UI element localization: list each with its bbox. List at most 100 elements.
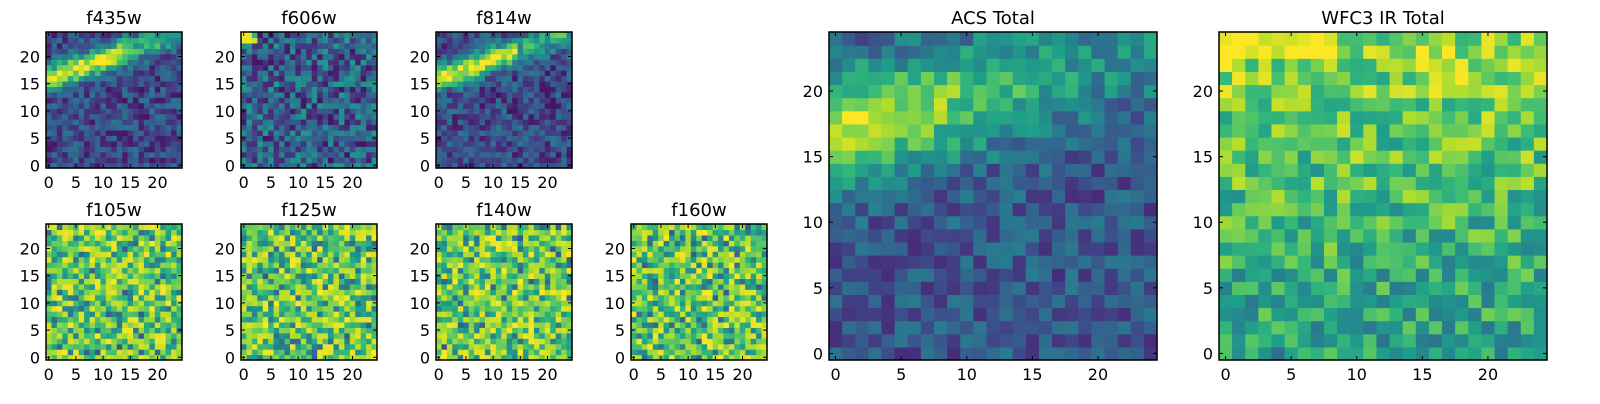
heatmap-cell <box>480 306 486 312</box>
heatmap-cell <box>306 135 312 141</box>
heatmap-cell <box>84 338 90 344</box>
heatmap-cell <box>90 262 96 268</box>
heatmap-cell <box>355 246 361 252</box>
heatmap-cell <box>328 124 334 130</box>
heatmap-cell <box>528 114 534 120</box>
heatmap-cell <box>501 257 507 263</box>
heatmap-cell <box>496 229 502 235</box>
heatmap-cell <box>685 322 691 328</box>
heatmap-cell <box>263 284 269 290</box>
heatmap-cell <box>642 240 648 246</box>
heatmap-cell <box>723 311 729 317</box>
heatmap-cell <box>68 251 74 257</box>
heatmap-cell <box>669 322 675 328</box>
heatmap-cell <box>696 257 702 263</box>
heatmap-cell <box>366 311 372 317</box>
heatmap-cell <box>328 152 334 158</box>
heatmap-cell <box>986 216 1000 230</box>
heatmap-cell <box>106 268 112 274</box>
heatmap-cell <box>166 224 172 230</box>
heatmap-cell <box>252 70 258 76</box>
heatmap-cell <box>295 76 301 82</box>
heatmap-cell <box>51 108 57 114</box>
heatmap-cell <box>111 37 117 43</box>
heatmap-cell <box>745 300 751 306</box>
heatmap-cell <box>512 235 518 241</box>
heatmap-cell <box>312 344 318 350</box>
heatmap-cell <box>100 306 106 312</box>
heatmap-cell <box>295 157 301 163</box>
heatmap-cell <box>664 327 670 333</box>
heatmap-cell <box>111 240 117 246</box>
heatmap-cell <box>474 32 480 38</box>
heatmap-cell <box>636 235 642 241</box>
heatmap-cell <box>469 141 475 147</box>
heatmap-cell <box>333 59 339 65</box>
heatmap-cell <box>501 103 507 109</box>
heatmap-cell <box>62 146 68 152</box>
heatmap-cell <box>263 65 269 71</box>
heatmap-cell <box>68 65 74 71</box>
heatmap-cell <box>518 70 524 76</box>
heatmap-cell <box>485 124 491 130</box>
heatmap-cell <box>751 268 757 274</box>
heatmap-cell <box>534 92 540 98</box>
heatmap-cell <box>122 300 128 306</box>
heatmap-cell <box>263 289 269 295</box>
heatmap-cell <box>539 251 545 257</box>
heatmap-cell <box>241 146 247 152</box>
heatmap-cell <box>57 278 63 284</box>
heatmap-cell <box>441 235 447 241</box>
heatmap-cell <box>469 278 475 284</box>
heatmap-cell <box>106 278 112 284</box>
heatmap-cell <box>947 347 961 361</box>
heatmap-cell <box>895 176 909 190</box>
heatmap-cell <box>117 338 123 344</box>
heatmap-cell <box>501 37 507 43</box>
heatmap-cell <box>312 70 318 76</box>
heatmap-cell <box>496 32 502 38</box>
heatmap-cell <box>339 157 345 163</box>
heatmap-cell <box>528 229 534 235</box>
heatmap-cell <box>490 338 496 344</box>
heatmap-cell <box>355 268 361 274</box>
heatmap-cell <box>1144 321 1158 335</box>
heatmap-cell <box>333 124 339 130</box>
heatmap-cell <box>73 54 79 60</box>
heatmap-cell <box>79 157 85 163</box>
heatmap-cell <box>344 92 350 98</box>
heatmap-cell <box>344 119 350 125</box>
heatmap-cell <box>350 114 356 120</box>
heatmap-cell <box>171 135 177 141</box>
heatmap-cell <box>664 262 670 268</box>
heatmap-cell <box>257 119 263 125</box>
heatmap-cell <box>312 32 318 38</box>
heatmap-cell <box>523 240 529 246</box>
heatmap-cell <box>474 295 480 301</box>
heatmap-cell <box>128 316 134 322</box>
heatmap-cell <box>512 97 518 103</box>
heatmap-cell <box>317 322 323 328</box>
heatmap-cell <box>881 255 895 269</box>
heatmap-cell <box>534 135 540 141</box>
heatmap-cell <box>295 316 301 322</box>
heatmap-cell <box>279 262 285 268</box>
heatmap-cell <box>696 273 702 279</box>
x-tick-label: 0 <box>239 365 249 384</box>
heatmap-cell <box>1105 189 1119 203</box>
heatmap-cell <box>57 295 63 301</box>
heatmap-cell <box>485 108 491 114</box>
panel-title: f435w <box>86 8 141 29</box>
heatmap-cell <box>84 224 90 230</box>
heatmap-cell <box>290 229 296 235</box>
heatmap-cell <box>881 242 895 256</box>
heatmap-cell <box>986 281 1000 295</box>
heatmap-cell <box>452 229 458 235</box>
heatmap-cell <box>246 251 252 257</box>
heatmap-cell <box>79 59 85 65</box>
heatmap-cell <box>1091 321 1105 335</box>
heatmap-cell <box>111 54 117 60</box>
heatmap-cell <box>328 268 334 274</box>
heatmap-cell <box>290 240 296 246</box>
